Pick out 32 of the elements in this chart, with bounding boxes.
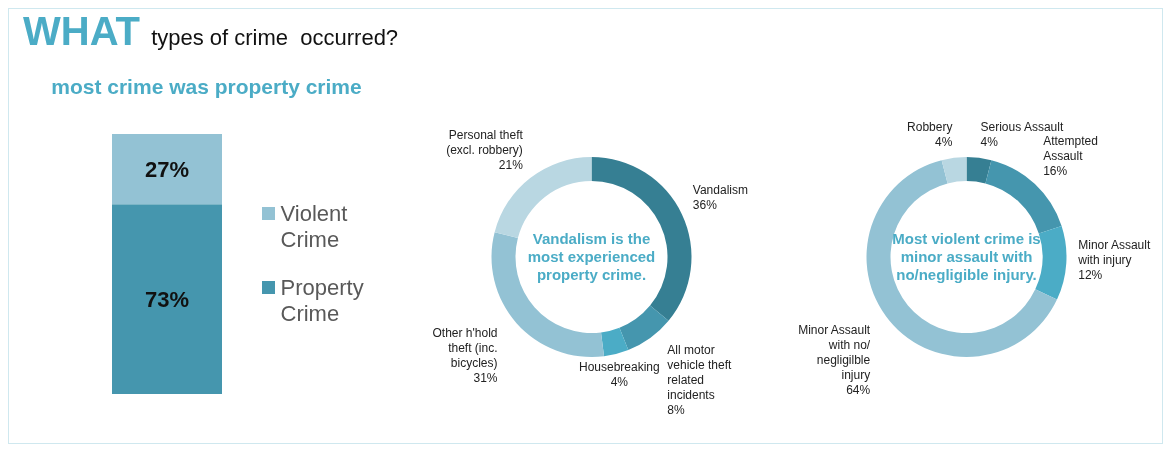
data-label: 73%: [144, 286, 189, 312]
legend-label: Violent Crime: [280, 201, 349, 253]
chart-title: WHAT types of crime occurred?: [23, 9, 399, 53]
data-label: 16%: [1043, 164, 1068, 179]
slice-label: Vandalism: [692, 183, 748, 198]
data-label: 12%: [1078, 268, 1103, 283]
data-label: 4%: [935, 134, 953, 149]
data-label: 27%: [144, 156, 189, 182]
donut-slice: [601, 327, 629, 357]
slice-label: Attempted Assault: [1043, 134, 1098, 164]
donut-slice: [941, 157, 967, 184]
slice-label: Minor Assault with injury: [1077, 238, 1151, 268]
donut-slice: [966, 157, 992, 184]
data-label: 36%: [692, 198, 718, 213]
slice-label: Other h'hold theft (inc. bicycles): [432, 326, 498, 371]
donut-slice: [619, 305, 669, 350]
data-label: 4%: [610, 375, 629, 390]
data-label: 21%: [498, 157, 524, 172]
data-label: 4%: [980, 134, 999, 149]
slice-label: Serious Assault: [980, 119, 1064, 134]
slice-label: All motor vehicle theft related incidents: [667, 342, 733, 402]
slice-label: Personal theft (excl. robbery): [446, 127, 524, 157]
text: Most violent crime is minor assault with no/negligible injury.: [891, 229, 1042, 285]
slice-label: Robbery: [907, 119, 953, 134]
chart-subtitle: most crime was property crime: [50, 75, 363, 99]
data-label: 8%: [667, 402, 686, 417]
data-label: 31%: [473, 371, 498, 386]
slice-label: Housebreaking: [578, 360, 660, 375]
slice-label: Minor Assault with no/ negligilble injury: [798, 323, 871, 383]
text: Vandalism is the most experienced property crime.: [526, 229, 657, 285]
legend-label: Property Crime: [280, 275, 365, 327]
data-label: 64%: [846, 383, 871, 398]
